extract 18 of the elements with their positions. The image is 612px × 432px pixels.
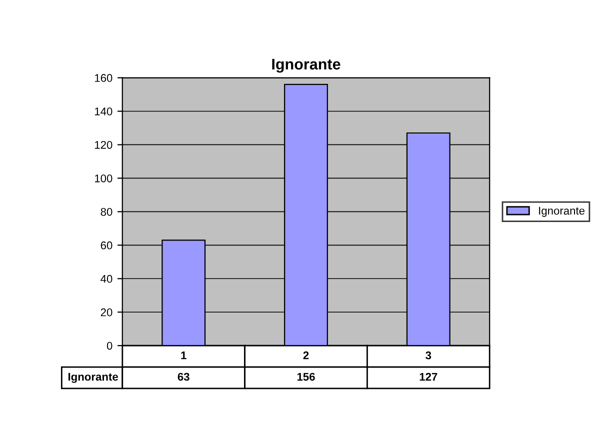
y-tick-label: 20 [100, 308, 112, 316]
text: Ignorante [68, 372, 118, 383]
x-tick-label: 2 [303, 351, 309, 360]
x-tick-label: 3 [426, 351, 432, 360]
y-tick-label: 0 [106, 342, 112, 350]
x-tick-label: 1 [181, 352, 186, 360]
y-tick-label: 60 [100, 241, 112, 250]
y-tick-label: 140 [94, 108, 112, 116]
y-tick-label: 100 [94, 174, 112, 182]
chart-title: Ignorante [272, 58, 340, 73]
y-tick-label: 40 [100, 274, 112, 283]
data-label: 63 [178, 372, 190, 381]
data-label: 156 [297, 372, 315, 381]
y-tick-label: 80 [100, 208, 112, 216]
y-tick-label: 160 [94, 74, 112, 82]
y-tick-label: 120 [94, 140, 112, 149]
legend-label: Ignorante [539, 206, 585, 217]
data-label: 127 [420, 372, 438, 381]
